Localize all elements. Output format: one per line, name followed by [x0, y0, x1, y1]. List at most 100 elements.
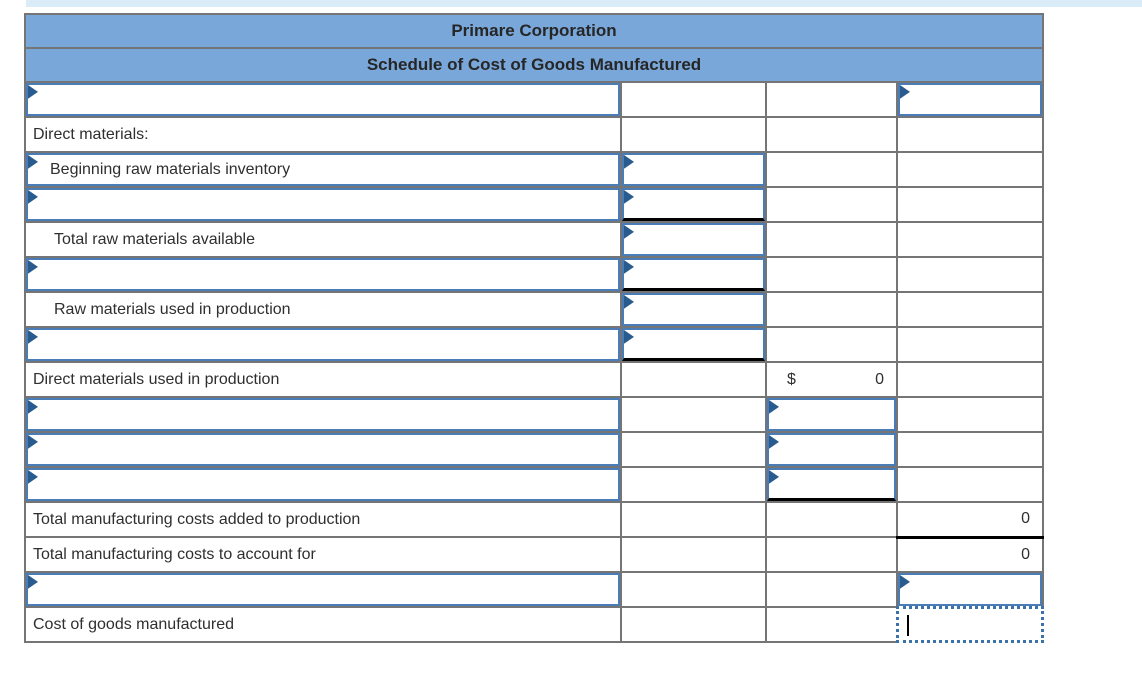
beginning-raw-materials-label-input[interactable]: Beginning raw materials inventory — [26, 153, 620, 186]
row8-label-input[interactable] — [26, 328, 620, 361]
empty-cell — [620, 501, 767, 538]
empty-cell — [620, 361, 767, 398]
cost-of-goods-manufactured-worksheet: Primare Corporation Schedule of Cost of … — [24, 13, 1044, 643]
empty-cell — [620, 606, 767, 643]
empty-cell — [765, 606, 898, 643]
empty-cell — [620, 536, 767, 573]
raw-materials-used-amount-cell — [620, 291, 767, 328]
entry-row-8 — [24, 571, 1044, 608]
total-mfg-costs-to-account-label: Total manufacturing costs to account for — [24, 536, 622, 573]
row10-amount-cell — [765, 396, 898, 433]
top-strip — [26, 0, 1142, 7]
row11-amount-cell — [765, 431, 898, 468]
empty-cell — [765, 501, 898, 538]
entry-marker-icon — [28, 85, 38, 99]
row12-amount-cell — [765, 466, 898, 503]
beginning-raw-materials-amount-cell — [620, 151, 767, 188]
empty-cell — [896, 186, 1044, 223]
entry-marker-icon — [28, 575, 38, 589]
currency-symbol: $ — [787, 370, 796, 388]
total-raw-materials-available-label: Total raw materials available — [24, 221, 622, 258]
entry-row-5 — [24, 396, 1044, 433]
empty-cell — [620, 466, 767, 503]
row1-amount-input[interactable] — [898, 83, 1042, 116]
title-row: Primare Corporation — [24, 13, 1044, 49]
row-raw-materials-used: Raw materials used in production — [24, 291, 1044, 328]
row12-amount-input[interactable] — [767, 468, 896, 501]
entry-marker-icon — [624, 155, 634, 169]
total-mfg-costs-to-account-value: 0 — [896, 536, 1044, 573]
row15-label-input[interactable] — [26, 573, 620, 606]
total-raw-materials-available-amount-input[interactable] — [622, 223, 765, 256]
entry-marker-icon — [28, 330, 38, 344]
empty-cell — [765, 571, 898, 608]
entry-marker-icon — [769, 470, 779, 484]
empty-cell — [765, 326, 898, 363]
entry-marker-icon — [900, 85, 910, 99]
row-total-raw-materials-available: Total raw materials available — [24, 221, 1044, 258]
entry-marker-icon — [28, 190, 38, 204]
entry-marker-icon — [28, 470, 38, 484]
direct-materials-section-label: Direct materials: — [24, 116, 622, 153]
entry-marker-icon — [28, 435, 38, 449]
row4-amount-cell — [620, 186, 767, 223]
row10-label-cell — [24, 396, 622, 433]
empty-cell — [620, 571, 767, 608]
schedule-table: Primare Corporation Schedule of Cost of … — [24, 13, 1044, 643]
entry-marker-icon — [624, 225, 634, 239]
row1-label-cell — [24, 81, 622, 118]
beginning-raw-materials-label: Beginning raw materials inventory — [50, 160, 291, 178]
empty-cell — [765, 536, 898, 573]
entry-marker-icon — [769, 400, 779, 414]
row15-amount-input[interactable] — [898, 573, 1042, 606]
empty-cell — [765, 186, 898, 223]
company-title: Primare Corporation — [24, 13, 1044, 49]
row1-label-input[interactable] — [26, 83, 620, 116]
empty-cell — [765, 116, 898, 153]
cost-of-goods-manufactured-amount-input[interactable] — [896, 606, 1044, 643]
direct-materials-used-amount-cell: $ 0 — [765, 361, 898, 398]
cost-of-goods-manufactured-amount-cell — [896, 606, 1044, 643]
row-total-mfg-costs-to-account: Total manufacturing costs to account for… — [24, 536, 1044, 573]
beginning-raw-materials-label-cell: Beginning raw materials inventory — [24, 151, 622, 188]
entry-marker-icon — [28, 400, 38, 414]
entry-marker-icon — [624, 190, 634, 204]
row4-label-input[interactable] — [26, 188, 620, 221]
row8-amount-input[interactable] — [622, 328, 765, 361]
row15-amount-cell — [896, 571, 1044, 608]
raw-materials-used-label: Raw materials used in production — [24, 291, 622, 328]
empty-cell — [896, 291, 1044, 328]
row10-amount-input[interactable] — [767, 398, 896, 431]
empty-cell — [765, 256, 898, 293]
row11-label-cell — [24, 431, 622, 468]
entry-row-3 — [24, 256, 1044, 293]
row6-amount-input[interactable] — [622, 258, 765, 291]
schedule-subtitle: Schedule of Cost of Goods Manufactured — [24, 47, 1044, 83]
row12-label-input[interactable] — [26, 468, 620, 501]
empty-cell — [620, 116, 767, 153]
row11-amount-input[interactable] — [767, 433, 896, 466]
empty-cell — [896, 396, 1044, 433]
raw-materials-used-amount-input[interactable] — [622, 293, 765, 326]
row4-label-cell — [24, 186, 622, 223]
row-cost-of-goods-manufactured: Cost of goods manufactured — [24, 606, 1044, 643]
entry-row-2 — [24, 186, 1044, 223]
row-total-mfg-costs-added: Total manufacturing costs added to produ… — [24, 501, 1044, 539]
row6-label-input[interactable] — [26, 258, 620, 291]
entry-row-6 — [24, 431, 1044, 468]
cost-of-goods-manufactured-label: Cost of goods manufactured — [24, 606, 622, 643]
empty-cell — [896, 221, 1044, 258]
entry-marker-icon — [769, 435, 779, 449]
beginning-raw-materials-amount-input[interactable] — [622, 153, 765, 186]
empty-cell — [896, 361, 1044, 398]
entry-marker-icon — [624, 295, 634, 309]
empty-cell — [620, 396, 767, 433]
row6-amount-cell — [620, 256, 767, 293]
empty-cell — [896, 256, 1044, 293]
row11-label-input[interactable] — [26, 433, 620, 466]
direct-materials-used-value: 0 — [875, 370, 884, 388]
row15-label-cell — [24, 571, 622, 608]
row4-amount-input[interactable] — [622, 188, 765, 221]
row10-label-input[interactable] — [26, 398, 620, 431]
row8-label-cell — [24, 326, 622, 363]
